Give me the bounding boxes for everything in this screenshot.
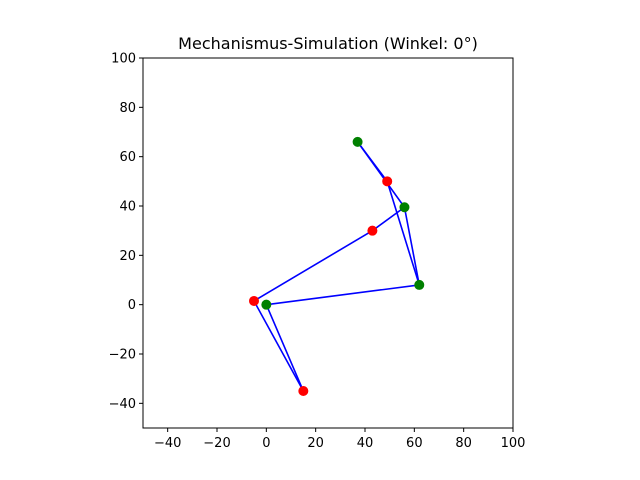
chart-title: Mechanismus-Simulation (Winkel: 0°) [178,34,478,53]
link-segment-2 [265,303,305,392]
x-tick-label-8: 100 [501,436,526,451]
joint-point-s2-1 [249,295,259,306]
plot-area [142,57,514,429]
x-tick-label-2: −20 [203,436,230,451]
x-tick-label-4: 20 [307,436,324,451]
joint-point-s1-4 [352,136,363,147]
joint-point-s1-2 [414,279,425,290]
link-segment-1 [253,300,305,392]
x-tick-label-1: −40 [154,436,181,451]
link-segment-9 [253,229,374,302]
points-layer [249,136,425,396]
y-tick-label-6: 60 [119,150,136,165]
x-tick-label-6: 60 [406,436,423,451]
y-tick-label-8: 100 [111,52,136,67]
y-tick-label-4: 20 [119,249,136,264]
x-tick-label-7: 80 [455,436,472,451]
joint-point-s1-3 [399,202,410,213]
link-segment-7 [386,180,421,286]
axes-frame [142,57,514,429]
y-tick-label-5: 40 [119,200,136,215]
y-tick-label-1: −40 [109,397,136,412]
y-tick-label-3: 0 [128,298,136,313]
links-layer [253,141,421,392]
link-segment-4 [403,206,421,286]
link-segment-6 [356,141,389,183]
joint-point-s2-3 [367,225,378,236]
y-tick-label-2: −20 [109,348,136,363]
x-tick-label-5: 40 [357,436,374,451]
link-segment-3 [265,284,421,306]
joint-point-s2-2 [298,386,309,396]
x-axis: −40 −20 0 20 40 60 80 100 [154,428,525,451]
joint-point-s2-4 [382,176,393,187]
x-tick-label-3: 0 [262,436,270,451]
y-tick-label-7: 80 [119,101,136,116]
y-axis: −40 −20 0 20 40 60 80 100 [109,52,143,412]
link-segment-8 [371,206,406,232]
joint-point-s1-1 [261,299,272,310]
